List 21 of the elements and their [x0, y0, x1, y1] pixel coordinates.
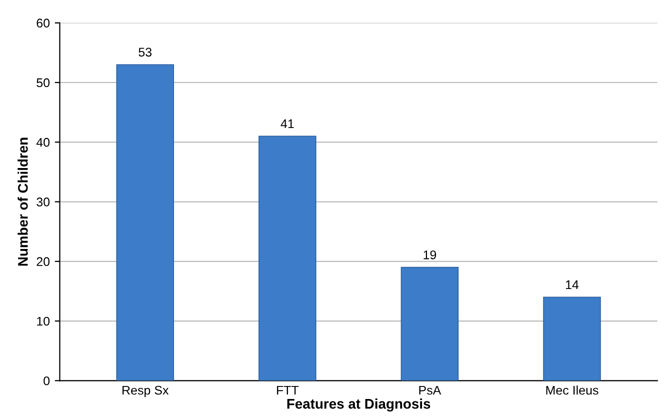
- y-tick-label: 60: [36, 18, 50, 28]
- y-tick-label: 0: [44, 376, 50, 386]
- x-axis-title: Features at Diagnosis: [287, 398, 430, 412]
- data-label: 53: [138, 48, 152, 57]
- y-axis-title: Number of Children: [18, 138, 28, 266]
- x-tick-label: Resp Sx: [122, 386, 169, 398]
- data-label: 14: [566, 280, 579, 290]
- x-tick-label: PsA: [419, 386, 442, 395]
- bar: [258, 136, 316, 381]
- y-tick-label: 20: [36, 257, 50, 266]
- bar: [116, 64, 174, 381]
- x-tick-label: FTT: [276, 386, 299, 395]
- bar: [400, 266, 459, 381]
- data-label: 19: [424, 250, 436, 260]
- y-tick-label: 50: [36, 78, 50, 88]
- x-tick-label: Mec Ileus: [546, 386, 598, 395]
- y-tick-label: 30: [36, 198, 50, 206]
- y-tick-label: 10: [37, 316, 50, 326]
- bar: [543, 296, 601, 381]
- y-tick-label: 40: [36, 138, 50, 147]
- data-label: 41: [280, 119, 294, 128]
